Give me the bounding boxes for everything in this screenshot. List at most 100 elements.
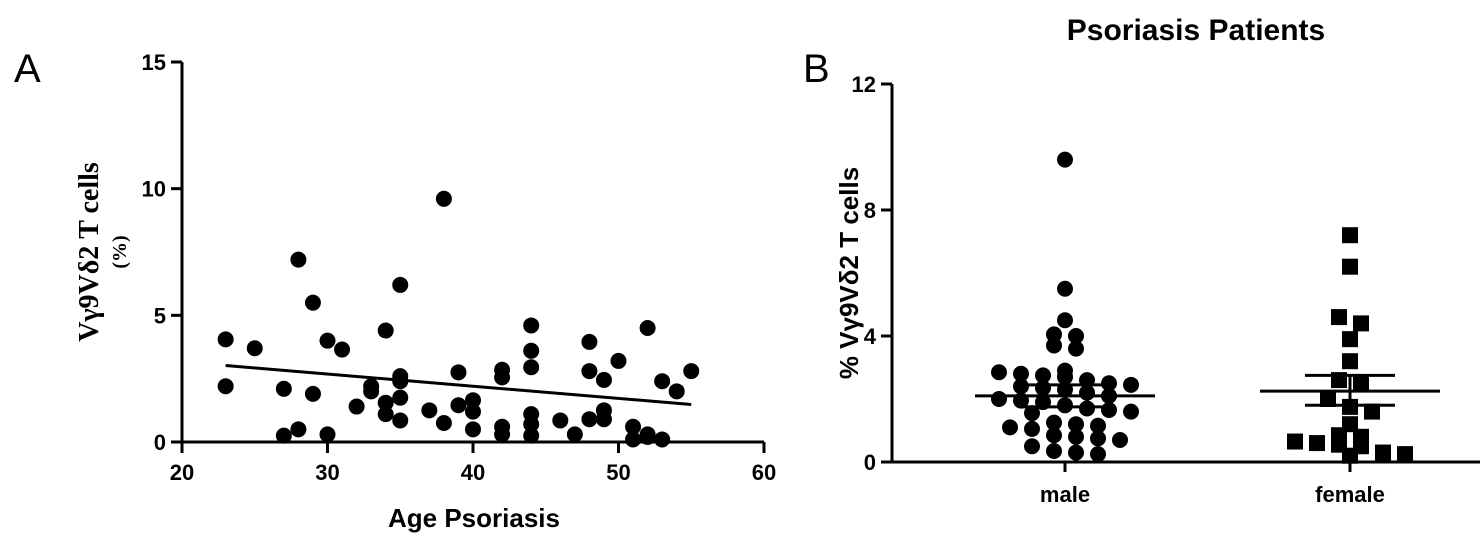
panel-a-data-point: [581, 411, 598, 428]
panel-a-data-point: [465, 421, 481, 438]
panel-b-female-point: [1287, 433, 1303, 450]
panel-b-female-point: [1342, 258, 1358, 275]
panel-a-data-point: [334, 341, 351, 358]
panel-b-male-point: [1090, 430, 1106, 447]
panel-a-data-point: [523, 416, 540, 433]
panel-a-letter: A: [14, 47, 41, 91]
panel-a-data-point: [275, 380, 292, 397]
panel-b-y-tick-label: 8: [864, 198, 876, 223]
panel-a-regression-line: [225, 363, 692, 407]
panel-b-male-point: [1013, 365, 1029, 382]
panel-b-male-point: [1090, 417, 1106, 434]
panel-a-data-point: [421, 402, 438, 419]
panel-b-female-point: [1364, 403, 1380, 420]
panel-b-male-point: [1101, 402, 1117, 419]
panel-a-data-point: [523, 427, 540, 444]
panel-b-male-point: [1046, 326, 1062, 343]
panel-b-female-point: [1342, 447, 1358, 464]
panel-b-male-point: [1068, 428, 1084, 445]
panel-a-data-point: [625, 418, 642, 435]
panel-b-male-point: [991, 364, 1007, 381]
panel-b-male-point: [1090, 446, 1106, 463]
panel-a-data-point: [450, 364, 467, 381]
panel-a-data-point: [319, 332, 336, 349]
panel-b-male-point: [1079, 384, 1095, 401]
panel-a-data-point: [566, 426, 583, 443]
panel-a-data-point: [552, 412, 569, 429]
panel-a-data-point: [319, 426, 336, 443]
panel-b-male-point: [1035, 379, 1051, 396]
panel-a-data-point: [377, 394, 394, 411]
panel-b-male-point: [1057, 280, 1073, 297]
panel-b-male-point: [1024, 420, 1040, 437]
panel-a-y-tick-label: 10: [142, 177, 166, 202]
panel-a-data-point: [290, 251, 307, 268]
panel-a-data-point: [581, 363, 598, 380]
panel-b-y-axis-title: % Vγ9Vδ2 T cells: [834, 167, 864, 379]
panel-a-data-point: [377, 322, 394, 339]
panel-b-male-point: [1079, 400, 1095, 417]
panel-a-data-point: [217, 378, 234, 395]
panel-a-points: [217, 190, 700, 448]
panel-a-x-tick-label: 50: [606, 460, 630, 485]
panel-a-x-tick-label: 40: [461, 460, 485, 485]
panel-b-male-point: [1068, 340, 1084, 357]
panel-a-data-point: [217, 331, 234, 348]
panel-b-y-axis: 0 4 8 12: [852, 72, 894, 475]
panel-b-female-point: [1309, 435, 1325, 452]
panel-a-scatter-chart: A 0 5 10 15 20 30 40 50 60 Age Psoriasis Vγ9Vδ2…: [14, 47, 776, 533]
panel-a-x-tick-label: 60: [752, 460, 776, 485]
panel-b-male-point: [1057, 312, 1073, 329]
panel-b-mean-sem: [975, 373, 1440, 409]
panel-a-data-point: [465, 392, 481, 409]
panel-b-female-point: [1342, 227, 1358, 244]
panel-a-data-point: [494, 369, 511, 386]
panel-a-data-point: [523, 359, 540, 376]
panel-b-y-tick-label: 12: [852, 72, 876, 97]
panel-a-data-point: [348, 398, 365, 415]
panel-a-data-point: [304, 385, 321, 402]
panel-b-male-point: [1024, 405, 1040, 422]
panel-b-title: Psoriasis Patients: [1067, 14, 1325, 47]
panel-b-points: [991, 151, 1413, 464]
panel-a-data-point: [392, 276, 409, 293]
panel-b-male-point: [1046, 427, 1062, 444]
panel-a-data-point: [363, 383, 380, 400]
panel-b-male-point: [1046, 442, 1062, 459]
panel-a-data-point: [654, 373, 671, 390]
panel-b-male-point: [1112, 431, 1128, 448]
panel-b-male-point: [1068, 416, 1084, 433]
panel-a-data-point: [523, 342, 540, 359]
panel-a-data-point: [246, 340, 263, 357]
panel-a-data-point: [610, 352, 627, 369]
panel-a-x-tick-label: 20: [170, 460, 194, 485]
panel-b-female-point: [1353, 315, 1369, 332]
panel-a-data-point: [290, 421, 307, 438]
panel-b-x-tick-label: male: [1040, 482, 1090, 507]
panel-b-male-point: [1046, 414, 1062, 431]
panel-b-male-point: [1002, 419, 1018, 436]
panel-a-data-point: [465, 403, 481, 420]
panel-a-data-point: [304, 294, 321, 311]
panel-a-data-point: [523, 317, 540, 334]
panel-a-data-point: [494, 426, 511, 443]
panel-b-male-point: [1057, 368, 1073, 385]
panel-a-y-tick-label: 0: [154, 430, 166, 455]
panel-b-male-point: [1123, 376, 1139, 393]
panel-a-data-point: [683, 363, 700, 380]
panel-b-female-point: [1331, 309, 1347, 326]
panel-b-female-point: [1320, 391, 1336, 407]
panel-a-y-axis: 0 5 10 15: [142, 50, 184, 455]
panel-a-data-point: [435, 415, 452, 431]
panel-a-y-axis-title: Vγ9Vδ2 T cells: [74, 162, 105, 342]
panel-a-y-tick-label: 5: [154, 303, 166, 328]
panel-b-male-point: [1013, 378, 1029, 395]
panel-b-letter: B: [803, 47, 830, 91]
panel-a-data-point: [625, 431, 642, 448]
panel-a-data-point: [654, 431, 671, 448]
panel-a-data-point: [668, 383, 685, 400]
panel-b-female-point: [1397, 446, 1413, 463]
panel-b-dot-plot: B Psoriasis Patients 0 4 8 12 male female % …: [803, 14, 1480, 507]
panel-b-male-point: [1024, 438, 1040, 455]
